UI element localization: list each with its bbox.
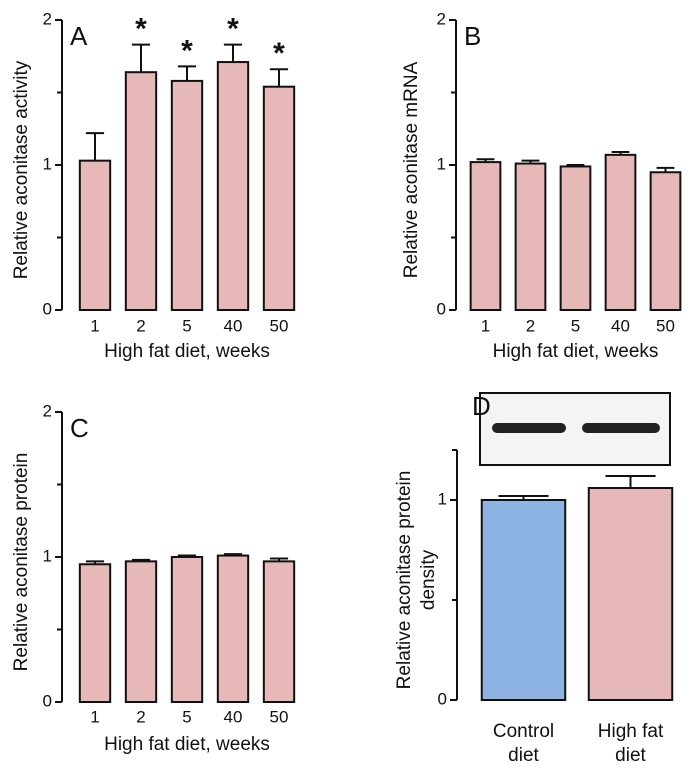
blot-band	[582, 423, 660, 433]
error-bar	[86, 133, 104, 161]
x-axis-label: High fat diet, weeks	[104, 734, 270, 755]
y-tick-label: 0	[43, 299, 52, 318]
significance-mark: *	[181, 34, 193, 67]
y-tick-label: 2	[437, 9, 446, 28]
x-tick-label: 40	[611, 316, 630, 335]
error-bar	[132, 45, 150, 73]
bar	[218, 556, 248, 702]
error-bar	[178, 66, 196, 81]
x-tick-label: 40	[224, 707, 243, 726]
bar	[651, 172, 681, 310]
y-axis-label: Relative aconitase activity	[11, 60, 32, 279]
x-tick-label: 5	[182, 316, 191, 335]
y-tick-label: 1	[438, 489, 447, 508]
y-tick-label: 2	[43, 401, 52, 420]
bar	[561, 166, 591, 310]
western-blot	[480, 393, 670, 465]
y-axis-label: Relative aconitase protein	[11, 453, 32, 672]
x-tick-label: 1	[90, 707, 99, 726]
x-tick-label: 1	[481, 316, 490, 335]
y-axis-label: Relative aconitase mRNA	[401, 61, 422, 278]
blot-band	[492, 423, 566, 433]
y-tick-label: 1	[437, 154, 446, 173]
panel-label: D	[472, 391, 491, 421]
x-tick-label: 50	[270, 316, 289, 335]
panel-label: B	[464, 21, 481, 51]
bar	[516, 164, 546, 310]
x-tick-label: 1	[90, 316, 99, 335]
bar	[264, 87, 294, 310]
bar	[589, 488, 672, 700]
x-tick-label: 5	[182, 707, 191, 726]
bar	[172, 81, 202, 310]
significance-mark: *	[273, 37, 285, 70]
y-tick-label: 2	[43, 9, 52, 28]
x-axis-label: High fat diet, weeks	[493, 341, 659, 362]
bar	[482, 500, 565, 700]
y-tick-label: 1	[43, 154, 52, 173]
bar	[126, 561, 156, 702]
error-bar	[224, 45, 242, 62]
bar	[126, 72, 156, 310]
y-tick-label: 1	[43, 546, 52, 565]
error-bar	[270, 69, 288, 86]
y-tick-label: 0	[437, 299, 446, 318]
x-axis-label: High fat diet, weeks	[104, 341, 270, 362]
x-tick-label: 5	[571, 316, 580, 335]
x-tick-label: 2	[136, 707, 145, 726]
significance-mark: *	[227, 13, 239, 46]
y-tick-label: 0	[43, 691, 52, 710]
x-tick-label: 2	[526, 316, 535, 335]
significance-mark: *	[135, 13, 147, 46]
panel-label: A	[70, 21, 88, 51]
bar	[218, 62, 248, 310]
x-tick-label: 50	[270, 707, 289, 726]
panel-label: C	[70, 413, 89, 443]
bar	[80, 564, 110, 702]
x-tick-label: 2	[136, 316, 145, 335]
x-tick-label: 50	[656, 316, 675, 335]
y-tick-label: 0	[438, 689, 447, 708]
x-tick-label: 40	[224, 316, 243, 335]
bar	[172, 557, 202, 702]
bar	[80, 161, 110, 310]
bar	[264, 561, 294, 702]
bar	[606, 155, 636, 310]
error-bar	[605, 476, 655, 488]
figure: 012ARelative aconitase activityHigh fat …	[0, 0, 690, 775]
bar	[471, 162, 501, 310]
